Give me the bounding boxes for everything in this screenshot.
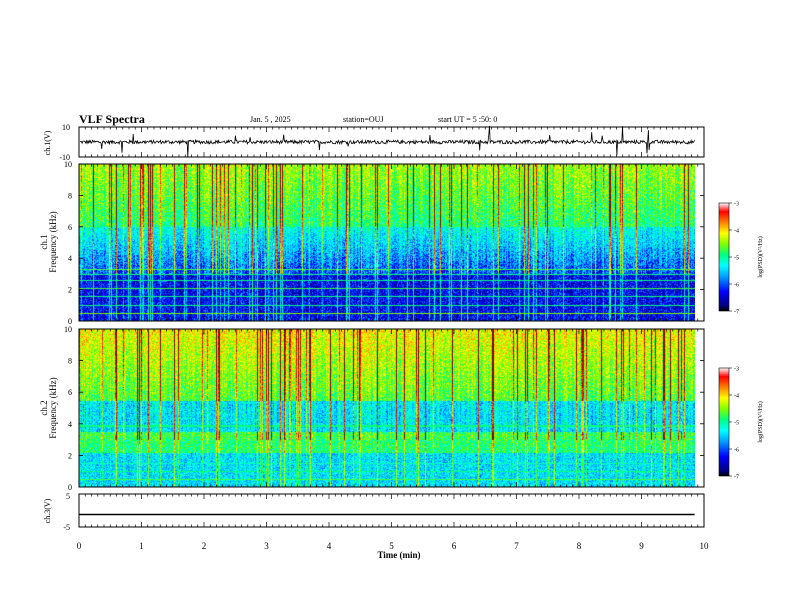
time-axis-ticks <box>78 127 705 527</box>
time-tick-label: 4 <box>327 541 332 551</box>
time-tick-label: 8 <box>577 541 582 551</box>
frequency-tick-label: 10 <box>64 325 72 334</box>
colorbar-tick-label: -4 <box>734 394 739 400</box>
ch1-waveform-panel: 10 -10 ch.1(V) <box>43 123 705 162</box>
spectrogram-raster <box>79 329 695 487</box>
time-tick-label: 5 <box>389 541 394 551</box>
date-label: Jan. 5 , 2025 <box>250 115 291 124</box>
ch1-spectrogram-image <box>79 164 695 321</box>
ch1-ytick-top: 10 <box>62 123 70 132</box>
frequency-tick-label: 8 <box>68 357 72 366</box>
ch1-spectrogram-ylabel: Frequency (kHz) <box>48 211 58 272</box>
ch1-ytick-bottom: -10 <box>59 153 70 162</box>
time-tick-label: 10 <box>700 541 710 551</box>
colorbar-tick-label: -3 <box>734 202 739 208</box>
time-axis-tick-labels: 0 1 2 3 4 5 6 7 8 9 10 <box>77 541 709 551</box>
ch1-colorbar-gradient <box>718 202 730 312</box>
ch2-colorbar-gradient <box>718 367 730 477</box>
frequency-tick-label: 4 <box>68 420 72 429</box>
time-tick-label: 9 <box>639 541 644 551</box>
figure-title: VLF Spectra <box>79 112 145 126</box>
frequency-tick-label: 4 <box>68 254 72 263</box>
colorbar-tick-label: -6 <box>734 448 739 454</box>
time-tick-label: 7 <box>514 541 519 551</box>
time-tick-label: 6 <box>452 541 457 551</box>
ch1-spectrogram-ylabel-top: ch.1 <box>39 234 49 249</box>
ch3-ytick-bottom: -5 <box>63 523 70 532</box>
colorbar-tick-label: -3 <box>734 367 739 373</box>
colorbar-tick-label: -7 <box>734 475 739 481</box>
frequency-tick-label: 10 <box>64 160 72 169</box>
frequency-tick-label: 2 <box>68 451 72 460</box>
spectrogram-raster <box>79 164 695 321</box>
ch1-colorbar-label: log(PSD)(V²/Hz) <box>757 236 764 277</box>
frequency-tick-label: 0 <box>68 317 72 326</box>
ch1-colorbar: -3 -4 -5 -6 -7 log(PSD)(V²/Hz) <box>718 202 764 316</box>
colorbar-tick-label: -4 <box>734 229 739 235</box>
time-tick-label: 0 <box>77 541 82 551</box>
time-tick-label: 2 <box>202 541 207 551</box>
ch3-waveform-panel: 5 -5 ch.3(V) <box>43 492 705 532</box>
colorbar-tick-label: -5 <box>734 421 739 427</box>
ch2-spectrogram-ylabel-top: ch.2 <box>39 400 49 415</box>
ch2-spectrogram-ylabel: Frequency (kHz) <box>48 377 58 438</box>
frequency-tick-label: 0 <box>68 483 72 492</box>
time-tick-label: 3 <box>264 541 269 551</box>
ch2-colorbar-label: log(PSD)(V²/Hz) <box>757 401 764 442</box>
colorbar-tick-label: -7 <box>734 310 739 316</box>
time-axis-label: Time (min) <box>377 550 420 560</box>
frequency-tick-label: 2 <box>68 286 72 295</box>
frequency-tick-label: 8 <box>68 191 72 200</box>
ch1-spectrogram-panel: 0 2 4 6 8 10 ch.1 Frequency (kHz) <box>39 160 705 326</box>
ch2-spectrogram-panel: 0 2 4 6 8 10 ch.2 Frequency (kHz) <box>39 325 705 492</box>
frequency-tick-label: 6 <box>68 223 72 232</box>
colorbar-tick-label: -5 <box>734 256 739 262</box>
station-label: station=OUJ <box>343 115 384 124</box>
ch3-waveform-ylabel: ch.3(V) <box>43 498 52 523</box>
ch1-waveform-ylabel: ch.1(V) <box>43 130 52 155</box>
ch3-ytick-top: 5 <box>66 492 70 501</box>
time-tick-label: 1 <box>139 541 144 551</box>
start-time-label: start UT = 5 :50: 0 <box>438 115 497 124</box>
ch2-spectrogram-image <box>79 329 695 487</box>
ch1-waveform-line <box>79 125 695 158</box>
ch2-colorbar: -3 -4 -5 -6 -7 log(PSD)(V²/Hz) <box>718 367 764 481</box>
frequency-tick-label: 6 <box>68 388 72 397</box>
colorbar-tick-label: -6 <box>734 283 739 289</box>
